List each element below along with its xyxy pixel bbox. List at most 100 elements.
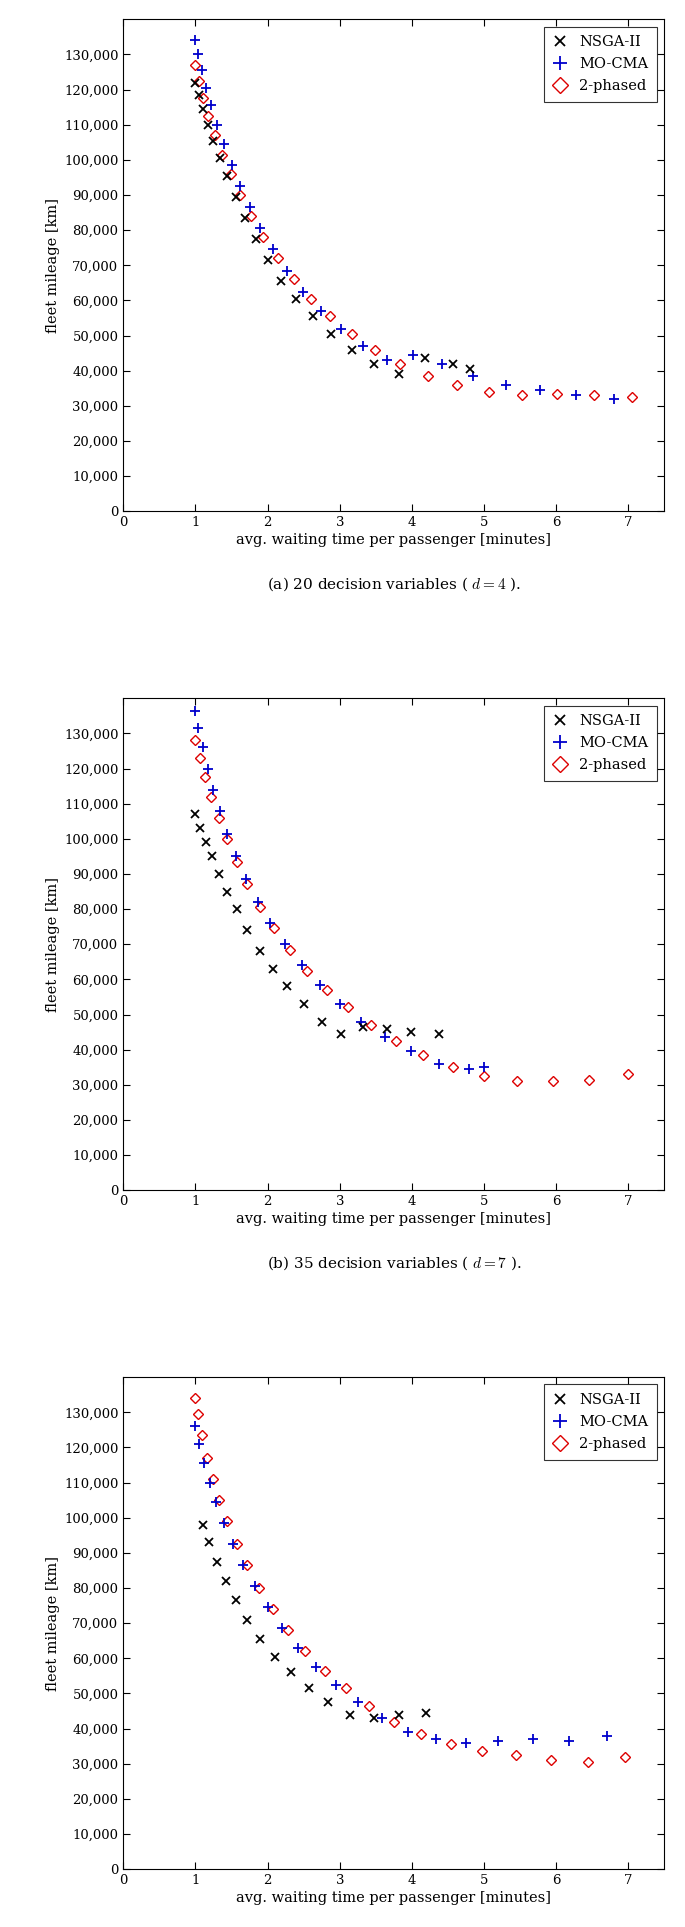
- 2-phased: [417, 1723, 425, 1746]
- MO-CMA: [480, 1056, 488, 1079]
- 2-phased: [364, 1694, 373, 1717]
- MO-CMA: [212, 1490, 221, 1513]
- MO-CMA: [195, 717, 203, 740]
- MO-CMA: [264, 1596, 272, 1619]
- NSGA-II: [292, 287, 301, 310]
- NSGA-II: [407, 1021, 415, 1044]
- MO-CMA: [216, 800, 224, 823]
- 2-phased: [321, 1659, 329, 1682]
- 2-phased: [209, 1468, 217, 1491]
- MO-CMA: [337, 316, 345, 339]
- NSGA-II: [199, 1513, 207, 1536]
- MO-CMA: [317, 299, 325, 322]
- 2-phased: [512, 1744, 520, 1767]
- NSGA-II: [395, 362, 403, 385]
- MO-CMA: [432, 1729, 440, 1752]
- MO-CMA: [202, 77, 210, 100]
- MO-CMA: [299, 279, 307, 303]
- MO-CMA: [536, 378, 545, 401]
- NSGA-II: [269, 958, 277, 981]
- 2-phased: [366, 1014, 375, 1037]
- 2-phased: [453, 374, 462, 397]
- NSGA-II: [309, 304, 317, 328]
- MO-CMA: [336, 992, 344, 1016]
- NSGA-II: [208, 844, 216, 867]
- MO-CMA: [384, 349, 392, 372]
- MO-CMA: [409, 343, 417, 366]
- NSGA-II: [256, 1628, 264, 1651]
- MO-CMA: [358, 1010, 366, 1033]
- NSGA-II: [286, 1661, 295, 1684]
- Line: NSGA-II: NSGA-II: [192, 811, 443, 1037]
- MO-CMA: [199, 736, 207, 759]
- MO-CMA: [256, 218, 264, 241]
- MO-CMA: [377, 1707, 386, 1730]
- X-axis label: avg. waiting time per passenger [minutes]: avg. waiting time per passenger [minutes…: [236, 1890, 551, 1906]
- MO-CMA: [229, 1532, 237, 1555]
- NSGA-II: [264, 249, 272, 272]
- MO-CMA: [278, 1617, 286, 1640]
- 2-phased: [223, 827, 232, 850]
- NSGA-II: [215, 863, 223, 886]
- 2-phased: [480, 1064, 488, 1087]
- MO-CMA: [203, 757, 212, 780]
- 2-phased: [255, 1576, 263, 1599]
- Y-axis label: fleet mileage [km]: fleet mileage [km]: [46, 198, 60, 333]
- 2-phased: [584, 1750, 592, 1773]
- 2-phased: [286, 938, 294, 962]
- 2-phased: [390, 1709, 398, 1732]
- Line: 2-phased: 2-phased: [192, 62, 636, 401]
- 2-phased: [449, 1056, 457, 1079]
- 2-phased: [424, 364, 432, 387]
- MO-CMA: [407, 1041, 415, 1064]
- NSGA-II: [243, 1609, 251, 1632]
- 2-phased: [624, 1062, 632, 1085]
- NSGA-II: [232, 1588, 240, 1611]
- 2-phased: [348, 322, 356, 345]
- 2-phased: [478, 1740, 486, 1763]
- 2-phased: [191, 1387, 199, 1411]
- MO-CMA: [269, 237, 277, 260]
- X-axis label: avg. waiting time per passenger [minutes]: avg. waiting time per passenger [minutes…: [236, 534, 551, 547]
- MO-CMA: [332, 1673, 340, 1696]
- Legend: NSGA-II, MO-CMA, 2-phased: NSGA-II, MO-CMA, 2-phased: [545, 705, 657, 780]
- Y-axis label: fleet mileage [km]: fleet mileage [km]: [46, 1555, 60, 1690]
- 2-phased: [204, 104, 212, 127]
- 2-phased: [585, 1068, 593, 1091]
- MO-CMA: [501, 374, 510, 397]
- 2-phased: [396, 353, 404, 376]
- MO-CMA: [266, 911, 275, 935]
- 2-phased: [223, 1509, 232, 1532]
- MO-CMA: [281, 933, 289, 956]
- MO-CMA: [210, 779, 218, 802]
- 2-phased: [208, 784, 216, 807]
- MO-CMA: [223, 823, 232, 846]
- MO-CMA: [195, 42, 203, 66]
- MO-CMA: [251, 1574, 259, 1597]
- 2-phased: [553, 382, 561, 405]
- 2-phased: [191, 54, 199, 77]
- NSGA-II: [196, 817, 204, 840]
- 2-phased: [242, 1553, 251, 1576]
- 2-phased: [227, 162, 235, 185]
- NSGA-II: [213, 1549, 221, 1572]
- 2-phased: [196, 746, 204, 769]
- MO-CMA: [239, 1553, 247, 1576]
- 2-phased: [232, 1532, 240, 1555]
- NSGA-II: [421, 1702, 429, 1725]
- 2-phased: [256, 896, 264, 919]
- NSGA-II: [216, 146, 224, 170]
- Line: NSGA-II: NSGA-II: [192, 79, 473, 378]
- Legend: NSGA-II, MO-CMA, 2-phased: NSGA-II, MO-CMA, 2-phased: [545, 1384, 657, 1461]
- NSGA-II: [371, 353, 379, 376]
- Y-axis label: fleet mileage [km]: fleet mileage [km]: [46, 877, 60, 1012]
- 2-phased: [203, 1447, 211, 1470]
- NSGA-II: [195, 83, 203, 106]
- Line: MO-CMA: MO-CMA: [190, 705, 489, 1073]
- MO-CMA: [312, 1655, 320, 1678]
- NSGA-II: [256, 940, 264, 964]
- MO-CMA: [316, 973, 324, 996]
- 2-phased: [303, 960, 312, 983]
- Line: NSGA-II: NSGA-II: [199, 1520, 429, 1723]
- 2-phased: [371, 337, 379, 360]
